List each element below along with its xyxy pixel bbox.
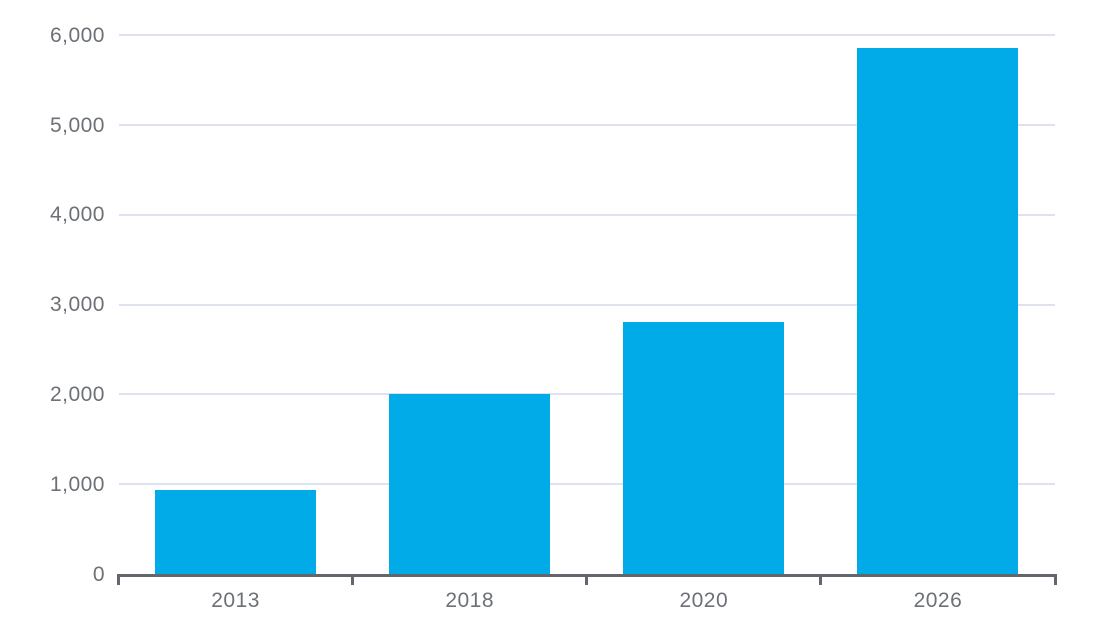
x-axis-tick [351,574,355,585]
bar-2018 [389,394,551,574]
bar-2020 [623,321,785,574]
x-tick-label: 2013 [211,589,260,612]
y-tick-label: 4,000 [49,203,105,227]
gridline [118,34,1055,37]
y-tick-label: 2,000 [49,382,105,406]
y-tick-label: 1,000 [49,472,105,496]
x-tick-label: 2018 [445,589,495,612]
gridline [118,124,1055,126]
y-tick-label: 3,000 [49,293,105,317]
x-axis-tick [117,574,120,585]
gridline [118,483,1055,486]
bar-2026 [857,47,1019,574]
y-tick-label: 5,000 [49,113,105,137]
x-tick-label: 2020 [679,589,729,612]
x-tick-label: 2026 [913,589,963,612]
x-axis-tick [819,574,823,585]
gridline [118,393,1055,396]
y-tick-label: 0 [92,562,105,586]
gridline [118,303,1055,306]
bar-2013 [155,490,317,574]
y-tick-label: 6,000 [49,23,105,47]
x-axis-tick [1053,574,1057,585]
gridline [118,213,1055,216]
x-axis-tick [585,574,589,585]
